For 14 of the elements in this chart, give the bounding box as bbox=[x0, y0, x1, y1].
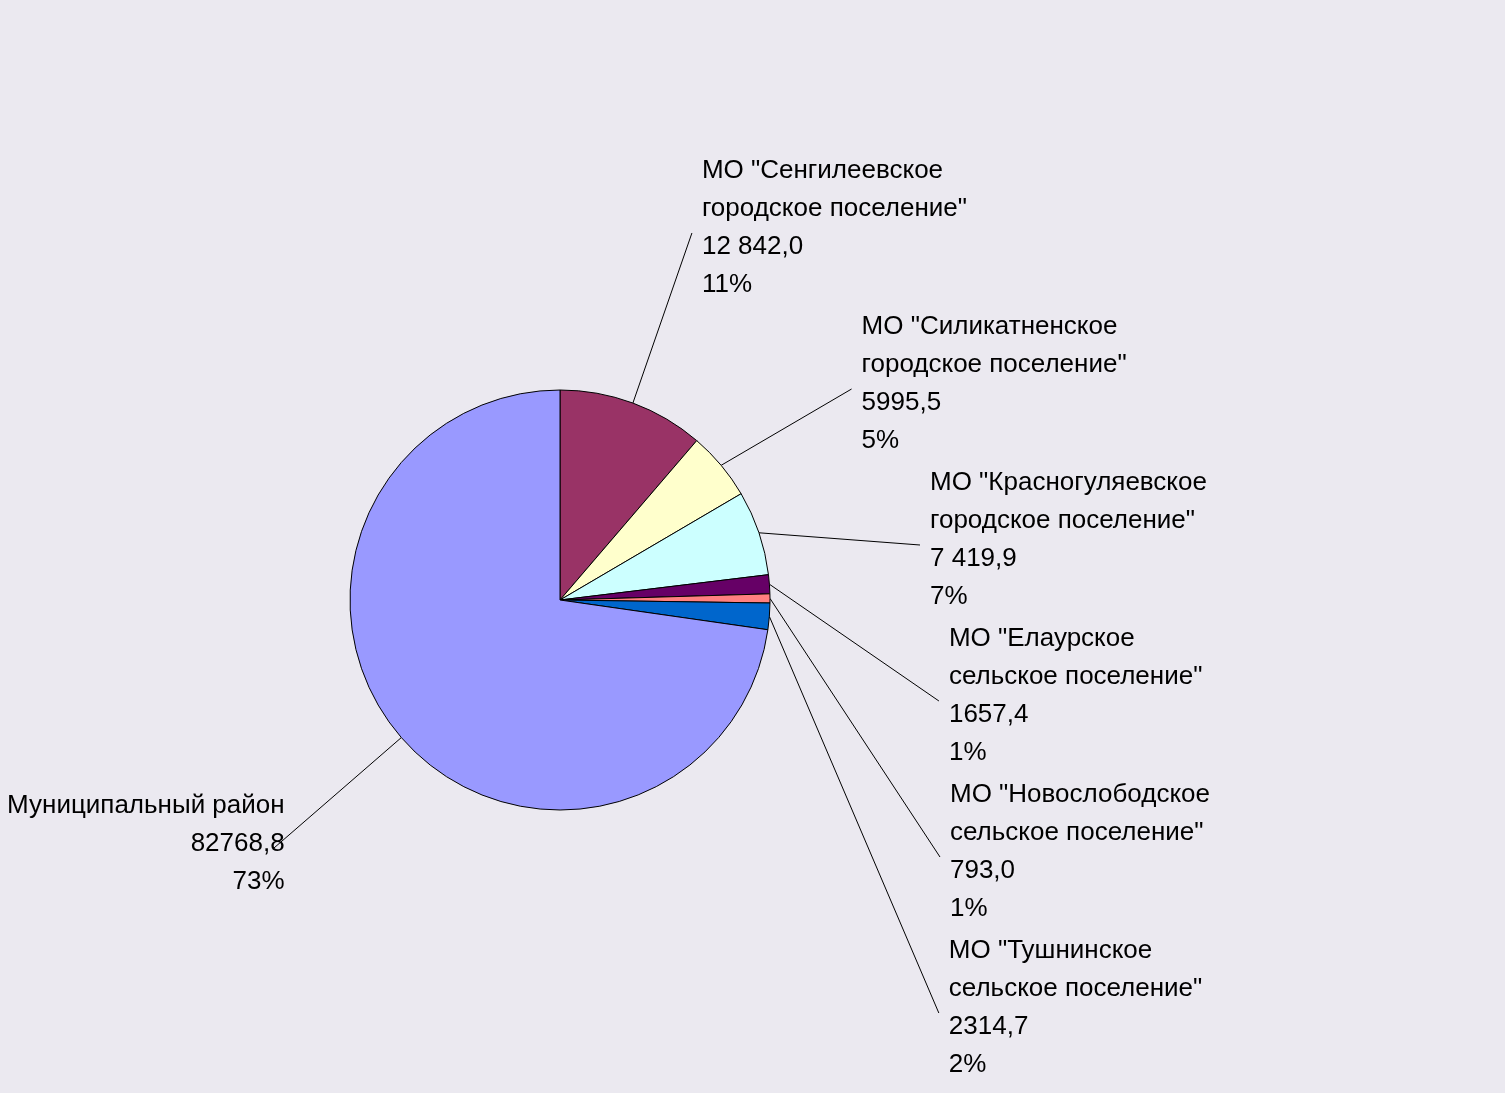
data-label: 2314,7 2% bbox=[948, 1010, 1029, 1078]
slice-label: МО "Сенгилеевское городское поселение" bbox=[701, 154, 967, 222]
data-label: 82768,8 73% bbox=[190, 826, 285, 895]
data-label: 793,0 1% bbox=[949, 854, 1016, 922]
data-label: 5995,5 5% bbox=[861, 386, 942, 454]
data-label: 12 842,0 11% bbox=[701, 230, 804, 298]
data-label: 7 419,9 7% bbox=[930, 542, 1017, 610]
slice-label: МО "Тушнинское сельское поселение" bbox=[948, 934, 1203, 1002]
slice-label: МО "Силикатненское городское поселение" bbox=[861, 310, 1127, 378]
slice-label: МО "Елаурское сельское поселение" bbox=[948, 622, 1203, 690]
slice-label: МО "Красногуляевское городское поселение" bbox=[930, 466, 1207, 534]
slice-label: МО "Новослободское сельское поселение" bbox=[949, 778, 1210, 846]
data-label: 1657,4 1% bbox=[948, 698, 1029, 766]
slice-label: Муниципальный район bbox=[7, 788, 285, 819]
